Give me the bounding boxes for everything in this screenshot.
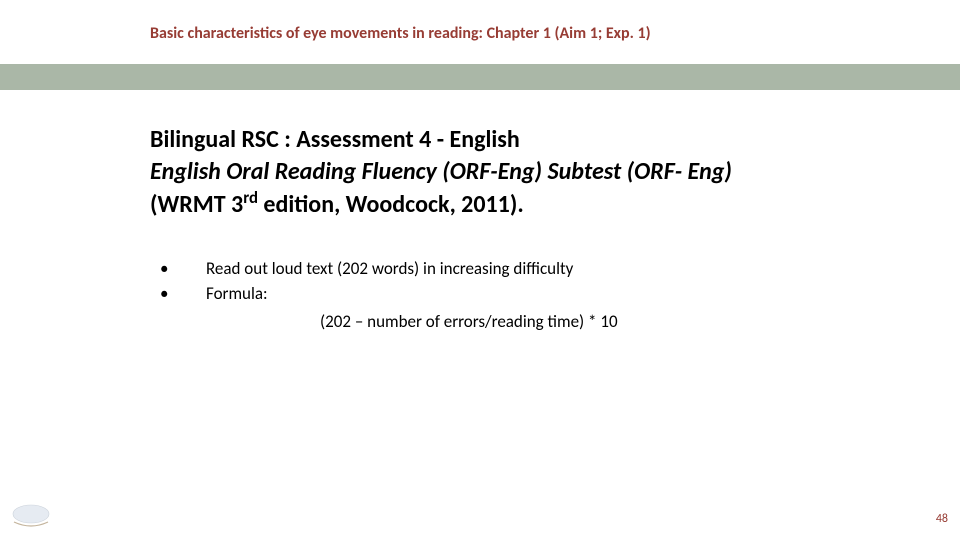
- bullet-icon: •: [150, 257, 206, 282]
- heading-line-1: Bilingual RSC : Assessment 4 - English: [150, 124, 890, 156]
- bullet-list: • Read out loud text (202 words) in incr…: [150, 257, 890, 335]
- heading-line-2: English Oral Reading Fluency (ORF-Eng) S…: [150, 156, 890, 188]
- heading-line-3-sup: rd: [243, 187, 258, 208]
- bullet-icon: •: [150, 282, 206, 307]
- footer-logo: [8, 502, 54, 530]
- header-divider-bar: [0, 64, 960, 90]
- heading-line-3-post: edition, Woodcock, 2011).: [258, 190, 524, 219]
- list-item: • Read out loud text (202 words) in incr…: [150, 257, 890, 282]
- slide-heading: Bilingual RSC : Assessment 4 - English E…: [150, 124, 890, 221]
- bullet-text: Read out loud text (202 words) in increa…: [206, 257, 890, 282]
- heading-line-3-pre: (WRMT 3: [150, 190, 243, 219]
- heading-line-3: (WRMT 3rd edition, Woodcock, 2011).: [150, 189, 890, 221]
- slide-content: Bilingual RSC : Assessment 4 - English E…: [150, 124, 890, 335]
- page-number: 48: [936, 512, 948, 526]
- chapter-title: Basic characteristics of eye movements i…: [150, 24, 651, 43]
- formula-text: (202 – number of errors/reading time) * …: [150, 310, 890, 335]
- bullet-text: Formula:: [206, 282, 890, 307]
- list-item: • Formula:: [150, 282, 890, 307]
